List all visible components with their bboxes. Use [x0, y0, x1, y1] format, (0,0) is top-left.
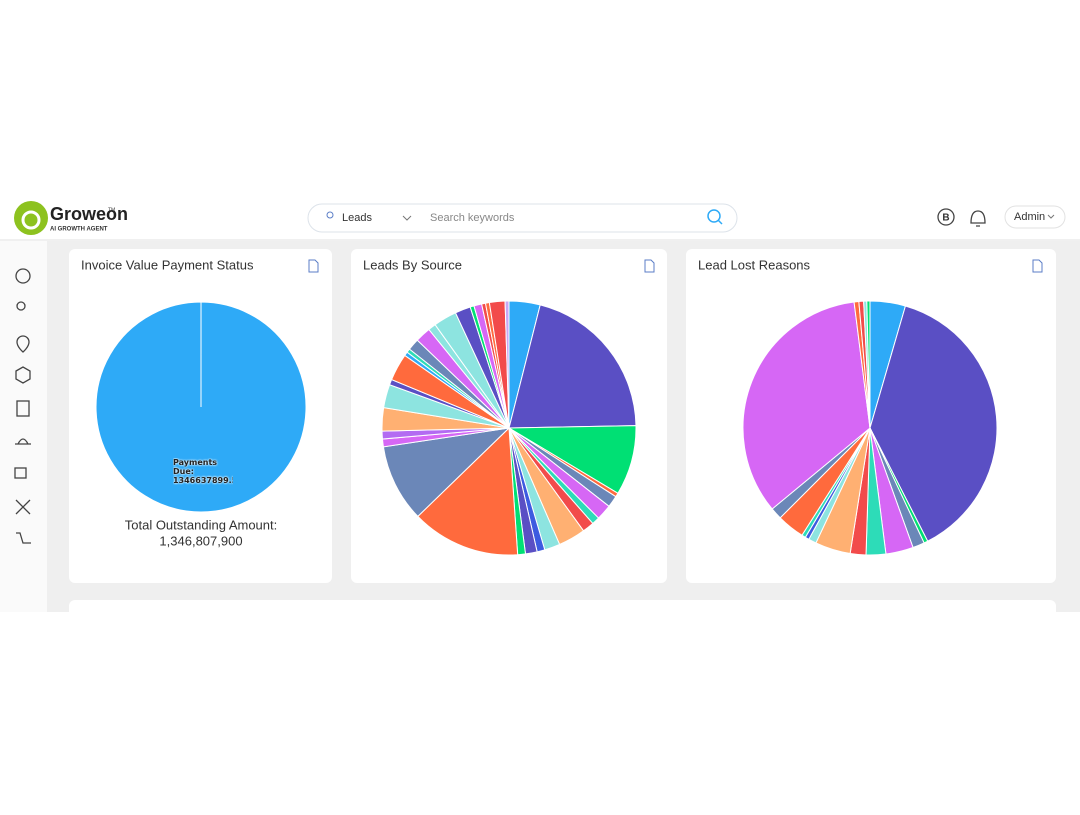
module-select[interactable]: Leads [342, 212, 372, 224]
logo-text: Groweon [50, 204, 128, 224]
search-bar[interactable] [308, 204, 737, 232]
card-title: Lead Lost Reasons [698, 257, 811, 272]
slice-value: 1346637899.50 [173, 476, 233, 485]
slice-label: Payments Due:1346637899.50 [173, 458, 233, 488]
slice-label-text: Payments Due:1346637899.50 [173, 458, 233, 485]
total-value: 1,346,807,900 [159, 533, 242, 548]
logo-trademark: TM [108, 207, 115, 213]
total-label: Total Outstanding Amount: [125, 517, 277, 532]
card-title: Invoice Value Payment Status [81, 257, 254, 272]
logo-icon [14, 201, 48, 235]
search-input[interactable]: Search keywords [430, 212, 515, 224]
logo-tagline: AI GROWTH AGENT [50, 227, 108, 233]
slice-category: Payments Due: [173, 458, 213, 476]
sidebar [0, 241, 47, 612]
badge-letter: B [942, 213, 949, 224]
card-title: Leads By Source [363, 257, 462, 272]
page-bottom [0, 612, 1080, 810]
user-name: Admin [1014, 211, 1045, 223]
